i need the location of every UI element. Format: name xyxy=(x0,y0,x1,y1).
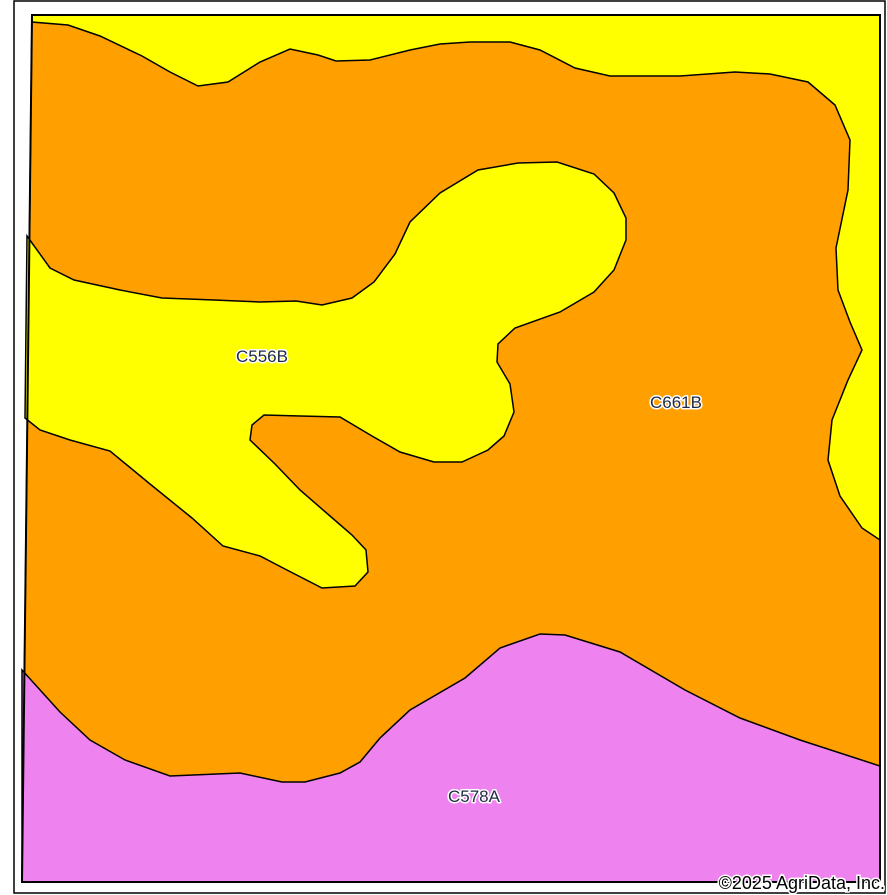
copyright-text: ©2025 AgriData, Inc. xyxy=(719,873,885,893)
soil-unit-c578a[interactable] xyxy=(21,633,881,883)
field-border xyxy=(20,14,881,883)
soil-unit-c556b-middle[interactable] xyxy=(24,161,627,589)
label-c578a: C578A xyxy=(448,787,501,806)
label-c661b: C661B xyxy=(650,393,702,412)
map-outer-frame xyxy=(13,0,886,894)
soil-unit-c556b-top-strip[interactable] xyxy=(31,14,881,542)
label-c556b: C556B xyxy=(236,347,288,366)
